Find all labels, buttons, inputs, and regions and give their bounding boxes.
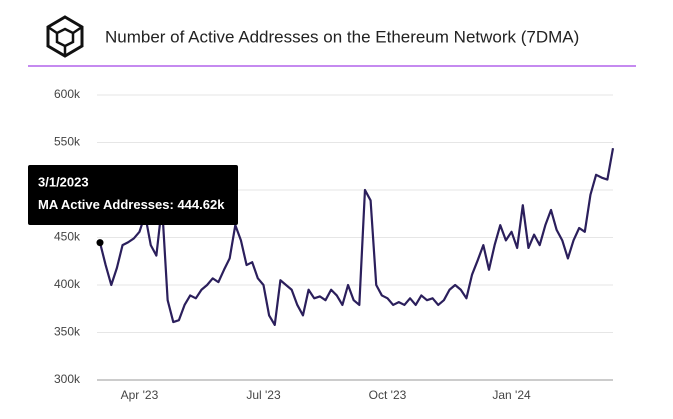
chart-title: Number of Active Addresses on the Ethere… xyxy=(105,27,579,46)
tooltip-date: 3/1/2023 xyxy=(38,174,89,189)
tooltip-label: MA Active Addresses: xyxy=(38,197,174,212)
tooltip: 3/1/2023 MA Active Addresses: 444.62k xyxy=(28,165,238,225)
tooltip-text: MA Active Addresses: 444.62k xyxy=(38,197,225,212)
y-tick-label: 450k xyxy=(54,230,81,244)
line-series xyxy=(98,148,615,326)
logo xyxy=(46,15,84,58)
tooltip-box xyxy=(28,165,238,225)
tooltip-value: 444.62k xyxy=(177,197,225,212)
y-tick-label: 350k xyxy=(54,325,81,339)
x-tick-label: Oct '23 xyxy=(369,388,407,402)
x-tick-label: Apr '23 xyxy=(121,388,159,402)
y-tick-label: 400k xyxy=(54,277,81,291)
y-tick-label: 600k xyxy=(54,87,81,101)
y-tick-label: 550k xyxy=(54,135,81,149)
hover-point xyxy=(96,239,104,247)
x-tick-label: Jul '23 xyxy=(246,388,281,402)
x-tick-label: Jan '24 xyxy=(492,388,531,402)
y-tick-label: 300k xyxy=(54,372,81,386)
